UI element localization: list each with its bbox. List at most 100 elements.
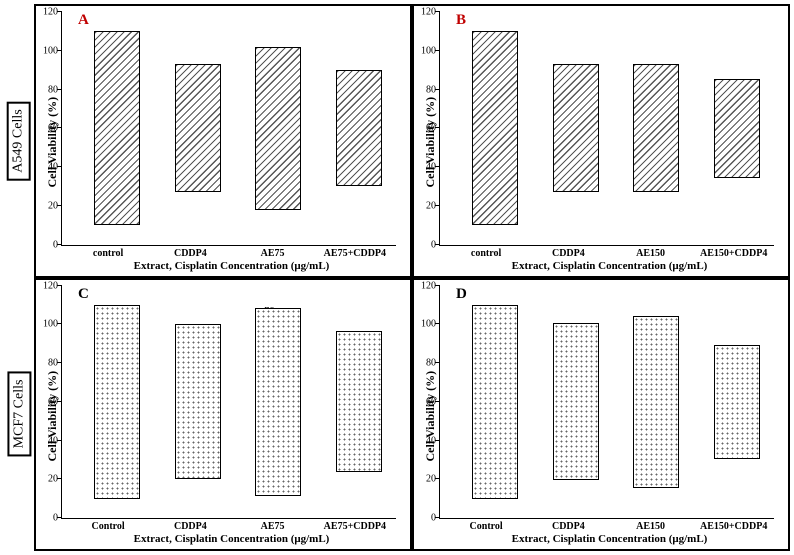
y-tick-label: 60	[48, 396, 58, 407]
x-tick-label: AE150	[618, 521, 684, 532]
x-tick-label: CDDP4	[535, 248, 601, 259]
y-tick-label: 40	[48, 162, 58, 173]
bar-slot: ns	[237, 12, 301, 245]
y-tick-label: 0	[53, 513, 58, 524]
chart-area: Cell Viability (%) 020406080100120 nsns*…	[422, 286, 780, 546]
y-tick-mark	[435, 440, 440, 441]
y-tick-mark	[435, 11, 440, 12]
x-tick-labels: controlCDDP4AE75AE75+CDDP4	[61, 246, 402, 259]
chart-area: Cell Viability (%) 020406080100120 **ns*…	[44, 12, 402, 272]
bar	[714, 79, 760, 178]
row-label-mcf7: MCF7 Cells	[7, 372, 31, 457]
bar	[94, 31, 140, 225]
y-tick-mark	[57, 244, 62, 245]
y-tick-label: 0	[53, 239, 58, 250]
bar	[714, 345, 760, 459]
y-tick-mark	[435, 401, 440, 402]
x-tick-label: CDDP4	[157, 521, 223, 532]
plot-d: 020406080100120 nsns****	[439, 286, 774, 520]
y-tick-mark	[57, 127, 62, 128]
bar-slot: *	[318, 286, 382, 519]
x-tick-labels: Control CDDP4 AE75 AE75+CDDP4	[61, 519, 402, 532]
bar-slot	[76, 12, 140, 245]
y-tick-label: 80	[48, 358, 58, 369]
y-ticks: 020406080100120	[32, 12, 60, 245]
bar-slot: ***	[318, 12, 382, 245]
x-tick-label: Control	[75, 521, 141, 532]
bar-slot: ns	[615, 286, 679, 519]
y-tick-label: 40	[426, 162, 436, 173]
y-ticks: 020406080100120	[410, 12, 438, 245]
y-tick-mark	[57, 478, 62, 479]
panel-c: C Cell Viability (%) 020406080100120 nsn…	[34, 278, 412, 552]
y-tick-mark	[435, 166, 440, 167]
bar	[336, 331, 382, 472]
y-ticks: 020406080100120	[410, 286, 438, 519]
bar	[94, 305, 140, 499]
y-tick-mark	[57, 89, 62, 90]
bar-slot: ns	[237, 286, 301, 519]
y-tick-label: 20	[48, 200, 58, 211]
y-tick-mark	[57, 323, 62, 324]
bar-slot: ns	[157, 286, 221, 519]
y-tick-label: 100	[43, 45, 58, 56]
y-tick-mark	[435, 89, 440, 90]
y-tick-label: 80	[426, 84, 436, 95]
y-tick-label: 40	[426, 435, 436, 446]
bar-slot	[76, 286, 140, 519]
y-tick-label: 60	[48, 123, 58, 134]
bar	[336, 70, 382, 186]
x-axis-label: Extract, Cisplatin Concentration (μg/mL)	[61, 259, 402, 272]
y-tick-label: 100	[421, 319, 436, 330]
row-label-mcf7-wrap: MCF7 Cells	[4, 278, 34, 552]
panel-a: A Cell Viability (%) 020406080100120 **n…	[34, 4, 412, 278]
y-tick-mark	[435, 244, 440, 245]
bars: *****	[440, 12, 774, 245]
y-tick-mark	[435, 285, 440, 286]
bars: nsns ****	[440, 286, 774, 519]
x-tick-label: AE75+CDDP4	[322, 248, 388, 259]
y-tick-mark	[57, 440, 62, 441]
x-tick-label: AE75	[240, 248, 306, 259]
y-tick-label: 60	[426, 123, 436, 134]
panel-d: D Cell Viability (%) 020406080100120 nsn…	[412, 278, 790, 552]
bar-slot: *	[615, 12, 679, 245]
x-tick-label: AE75+CDDP4	[322, 521, 388, 532]
x-tick-label: AE75	[240, 521, 306, 532]
y-tick-mark	[57, 517, 62, 518]
plot-b: 020406080100120 *****	[439, 12, 774, 246]
y-tick-label: 0	[431, 239, 436, 250]
y-tick-mark	[435, 323, 440, 324]
x-tick-label: control	[453, 248, 519, 259]
plot-column: 020406080100120 ***** controlCDDP4AE150A…	[439, 12, 780, 272]
y-tick-mark	[57, 205, 62, 206]
x-tick-label: Control	[453, 521, 519, 532]
x-axis-label: Extract, Cisplatin Concentration (μg/mL)	[61, 532, 402, 545]
x-tick-label: control	[75, 248, 141, 259]
y-tick-mark	[57, 362, 62, 363]
y-tick-label: 20	[426, 200, 436, 211]
y-tick-label: 20	[48, 474, 58, 485]
y-tick-mark	[57, 11, 62, 12]
bar	[633, 316, 679, 488]
y-tick-label: 100	[421, 45, 436, 56]
y-tick-mark	[57, 285, 62, 286]
bar	[633, 64, 679, 192]
plot-c: 020406080100120 nsns*	[61, 286, 396, 520]
y-tick-mark	[435, 127, 440, 128]
bar-slot: **	[696, 12, 760, 245]
y-tick-mark	[435, 517, 440, 518]
y-ticks: 020406080100120	[32, 286, 60, 519]
y-tick-label: 120	[43, 280, 58, 291]
bars: **ns***	[62, 12, 396, 245]
bar-slot: ****	[696, 286, 760, 519]
x-tick-label: AE150	[618, 248, 684, 259]
y-tick-mark	[435, 50, 440, 51]
x-tick-label: AE150+CDDP4	[700, 521, 766, 532]
plot-column: 020406080100120 nsns* Control CDDP4 AE75 AE…	[61, 286, 402, 546]
plot-column: 020406080100120 nsns**** ControlCDDP4AE1…	[439, 286, 780, 546]
bar-slot: ns	[535, 286, 599, 519]
row-label-a549: A549 Cells	[7, 101, 31, 180]
bar-slot: **	[535, 12, 599, 245]
y-tick-label: 60	[426, 396, 436, 407]
